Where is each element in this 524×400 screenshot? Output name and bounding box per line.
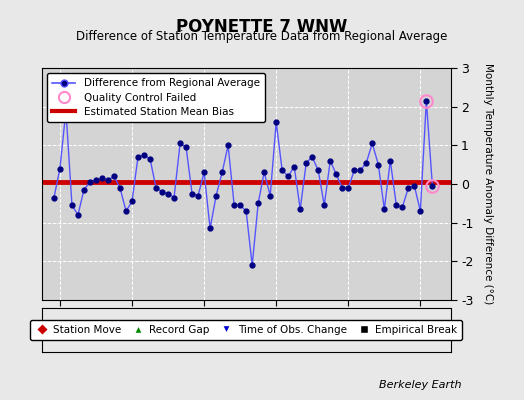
- Legend: Station Move, Record Gap, Time of Obs. Change, Empirical Break: Station Move, Record Gap, Time of Obs. C…: [30, 320, 462, 340]
- Y-axis label: Monthly Temperature Anomaly Difference (°C): Monthly Temperature Anomaly Difference (…: [483, 63, 493, 305]
- Text: POYNETTE 7 WNW: POYNETTE 7 WNW: [176, 18, 348, 36]
- Text: Berkeley Earth: Berkeley Earth: [379, 380, 461, 390]
- Text: Difference of Station Temperature Data from Regional Average: Difference of Station Temperature Data f…: [77, 30, 447, 43]
- Legend: Difference from Regional Average, Quality Control Failed, Estimated Station Mean: Difference from Regional Average, Qualit…: [47, 73, 265, 122]
